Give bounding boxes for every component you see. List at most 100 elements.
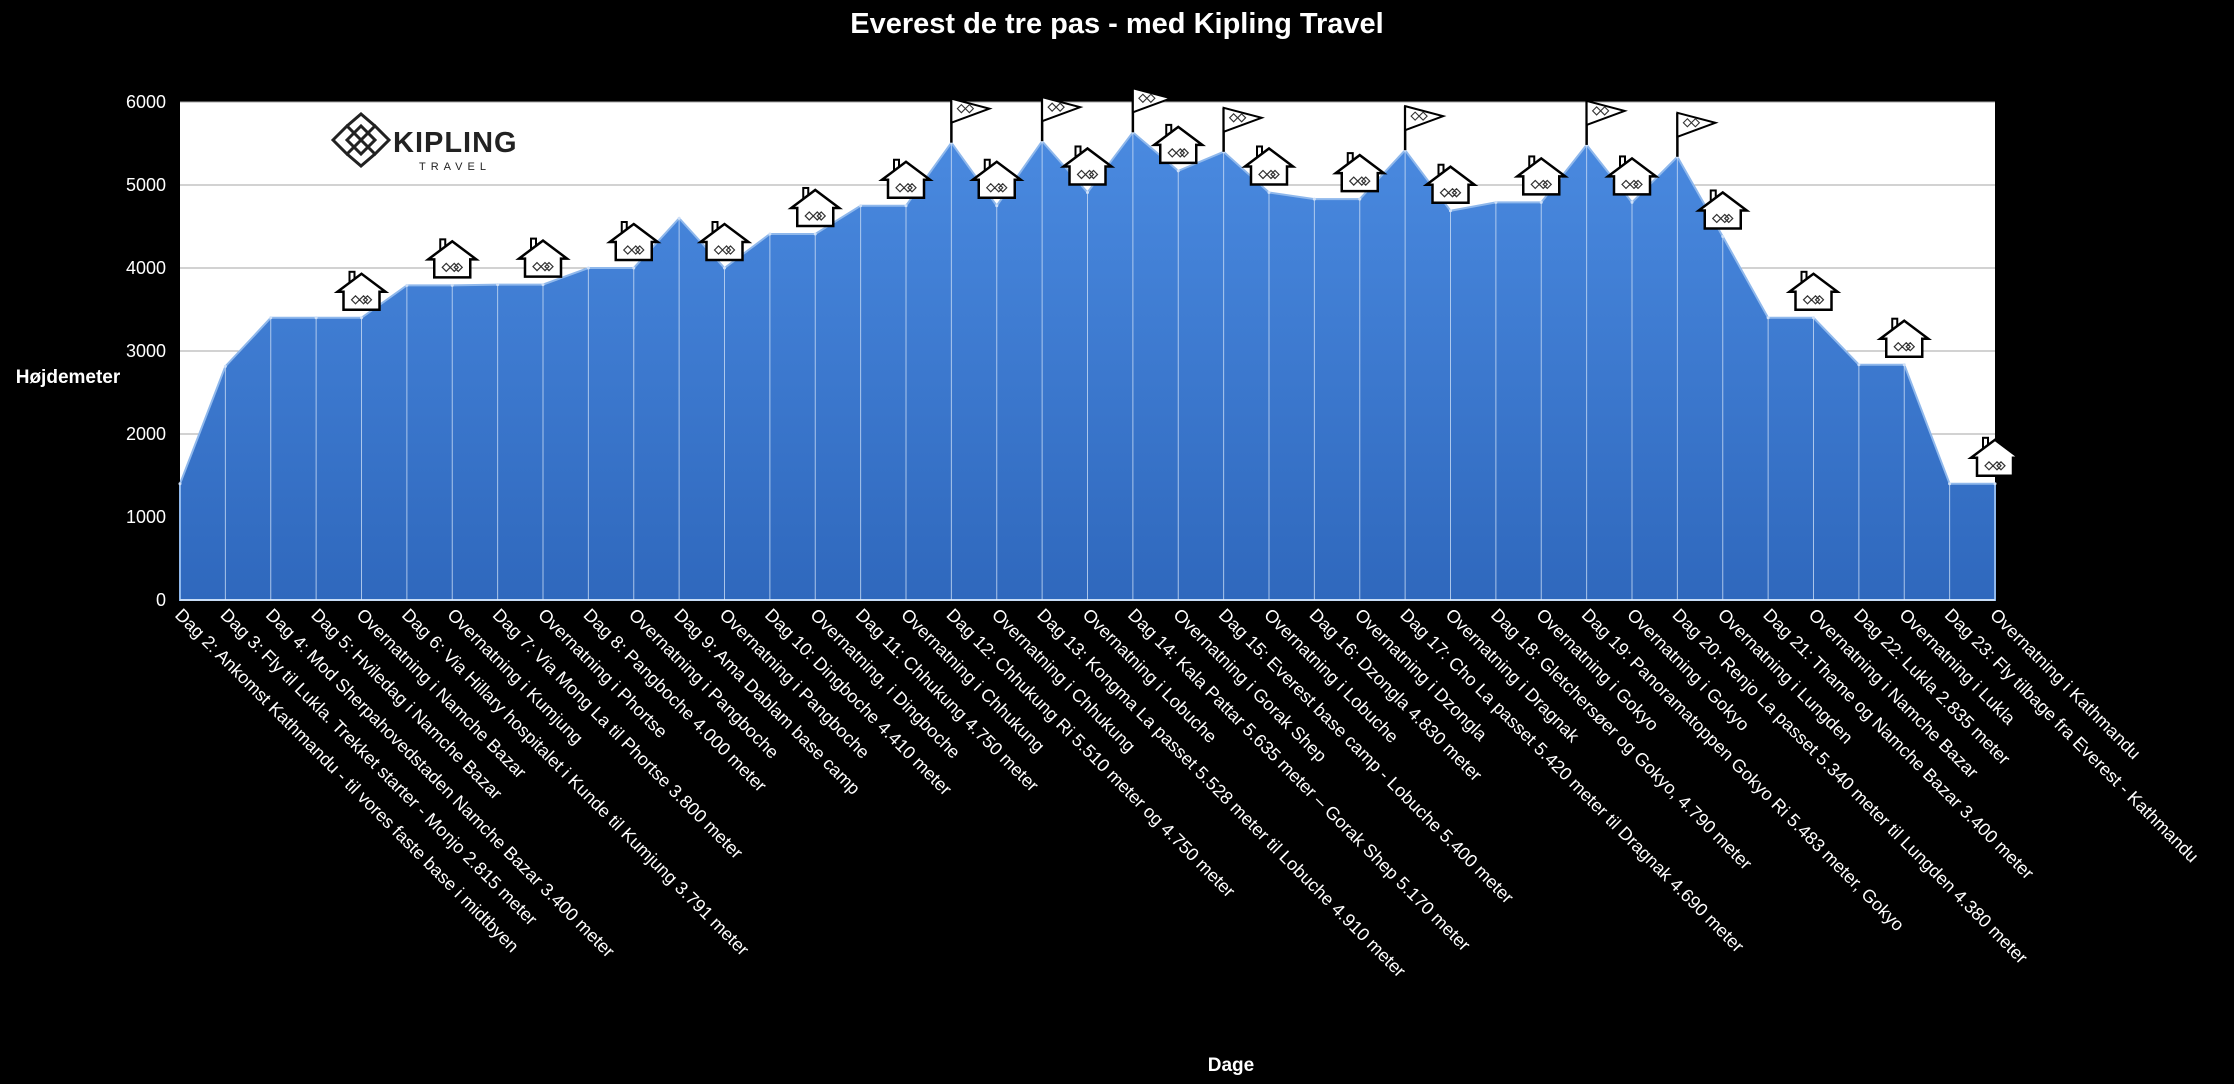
- flag-icon: [1131, 86, 1175, 133]
- logo-sub-text: TRAVEL: [419, 161, 491, 173]
- hut-icon: [1422, 163, 1479, 204]
- data-point: [1857, 363, 1861, 367]
- hut-body: [787, 188, 843, 228]
- data-point: [1902, 363, 1906, 367]
- hut-logo: [1530, 179, 1553, 190]
- hut-icon: [424, 238, 480, 279]
- flag-icon: [1040, 95, 1084, 142]
- data-point: [541, 283, 545, 287]
- x-axis-title: Dage: [1208, 1055, 1254, 1076]
- hut-logo: [985, 182, 1008, 193]
- hut-body: [1876, 319, 1932, 358]
- hut-icon: [515, 237, 571, 278]
- data-point: [1993, 482, 1997, 486]
- hut-icon: [1150, 123, 1206, 165]
- y-tick-label: 4000: [126, 258, 166, 278]
- hut-body: [1604, 156, 1660, 196]
- hut-logo: [622, 245, 645, 255]
- knot-icon: [330, 112, 392, 168]
- data-point: [768, 232, 772, 236]
- hut-icon: [1332, 152, 1388, 193]
- data-point: [1494, 200, 1498, 204]
- hut-logo: [1802, 294, 1825, 305]
- hut-logo: [1439, 187, 1462, 198]
- data-point: [1766, 316, 1770, 320]
- data-point: [178, 482, 182, 486]
- hut-body: [1241, 146, 1297, 186]
- y-axis-title: Højdemeter: [16, 367, 121, 388]
- data-point: [859, 204, 863, 208]
- data-point: [450, 283, 454, 287]
- logo-main-text: KIPLING: [393, 127, 518, 159]
- flag-icon: [1222, 106, 1265, 152]
- hut-icon: [333, 270, 390, 312]
- y-tick-label: 6000: [126, 92, 166, 112]
- hut-body: [424, 239, 480, 279]
- data-point: [1948, 482, 1952, 486]
- hut-icon: [1513, 155, 1569, 196]
- hut-icon: [606, 221, 662, 262]
- hut-icon: [1695, 189, 1751, 230]
- hut-icon: [1967, 436, 2023, 478]
- data-point: [360, 316, 363, 320]
- hut-body: [1422, 165, 1479, 204]
- hut-logo: [713, 245, 736, 255]
- data-point: [1449, 209, 1452, 213]
- hut-logo: [350, 294, 373, 305]
- data-point: [632, 266, 636, 270]
- hut-logo: [1258, 169, 1280, 180]
- hut-logo: [1711, 213, 1734, 224]
- data-point: [405, 283, 409, 287]
- chart-title: Everest de tre pas - med Kipling Travel: [850, 8, 1383, 40]
- hut-icon: [878, 158, 934, 199]
- hut-icon: [1785, 270, 1842, 312]
- markers: [333, 86, 2023, 478]
- hut-icon: [969, 158, 1025, 199]
- hut-icon: [1604, 155, 1660, 196]
- hut-icon: [1059, 145, 1116, 186]
- data-point: [1176, 169, 1180, 173]
- data-point: [1539, 200, 1543, 204]
- flag-logo: [1682, 118, 1701, 128]
- data-point: [1812, 316, 1815, 320]
- hut-logo: [1984, 460, 2006, 471]
- flag-icon: [1676, 111, 1719, 157]
- data-point: [1721, 234, 1725, 238]
- y-tick-label: 1000: [126, 507, 166, 527]
- data-point: [723, 266, 726, 270]
- data-point: [223, 364, 227, 368]
- data-point: [1267, 190, 1271, 194]
- kipling-logo: KIPLING TRAVEL: [330, 112, 518, 173]
- flag-logo: [1410, 111, 1428, 121]
- hut-logo: [1167, 148, 1190, 158]
- hut-body: [1695, 190, 1751, 230]
- data-point: [269, 316, 273, 320]
- flag-logo: [1591, 106, 1610, 116]
- flag-icon: [1585, 99, 1628, 145]
- data-point: [1086, 190, 1089, 194]
- category-dividers: [178, 130, 1997, 601]
- data-point: [1358, 197, 1362, 201]
- hut-body: [878, 160, 934, 199]
- hut-body: [515, 239, 571, 278]
- hut-logo: [804, 211, 827, 221]
- hut-logo: [1621, 179, 1643, 190]
- hut-icon: [787, 186, 843, 228]
- hut-logo: [1893, 341, 1916, 352]
- hut-body: [1332, 153, 1388, 193]
- data-point: [314, 316, 318, 320]
- flag-logo: [956, 103, 975, 114]
- flag-icon: [950, 97, 993, 143]
- hut-body: [969, 160, 1025, 199]
- hut-body: [1513, 156, 1569, 196]
- y-tick-label: 3000: [126, 341, 166, 361]
- flag-logo: [1047, 102, 1065, 112]
- y-tick-label: 2000: [126, 424, 166, 444]
- data-point: [586, 266, 590, 270]
- hut-icon: [1241, 145, 1297, 186]
- hut-body: [1785, 272, 1842, 312]
- flag-icon: [1403, 104, 1447, 151]
- hut-icon: [696, 221, 753, 262]
